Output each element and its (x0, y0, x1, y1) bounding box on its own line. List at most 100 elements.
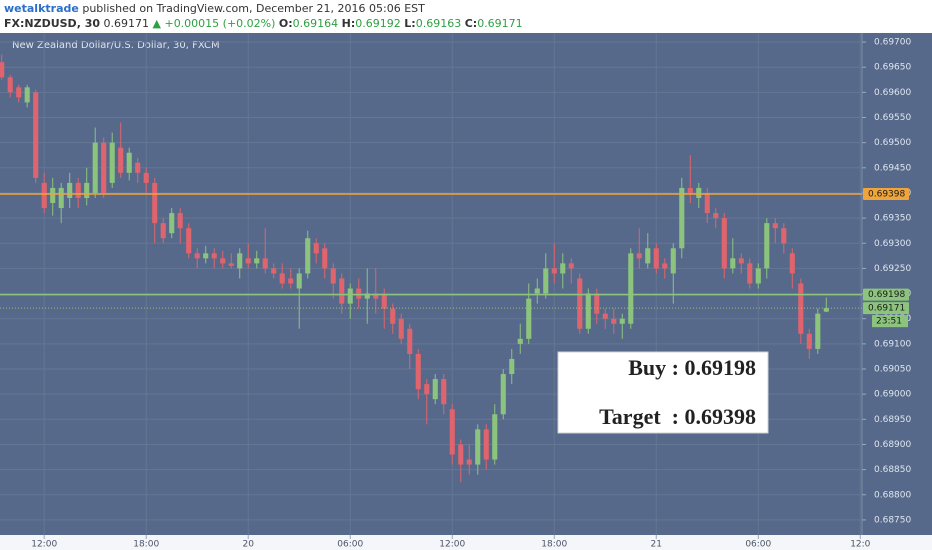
candle-body (517, 338, 523, 344)
y-tick-label: 0.69100 (874, 339, 911, 349)
candle-body (806, 333, 812, 349)
candle-body (551, 268, 557, 274)
candle-body (670, 248, 676, 274)
candle-body (177, 213, 183, 229)
candle-body (789, 253, 795, 274)
time-axis-background (0, 535, 932, 550)
candle-body (254, 258, 260, 264)
candle-body (636, 253, 642, 259)
candle-body (84, 182, 90, 198)
candle-body (143, 172, 149, 183)
y-tick-label: 0.68950 (874, 415, 911, 425)
y-tick-label: 0.68750 (874, 515, 911, 525)
price-label-box (863, 288, 909, 301)
candle-body (500, 374, 506, 415)
candle-body (721, 218, 727, 269)
plot-background (0, 33, 932, 535)
high: 0.69192 (355, 17, 401, 30)
candle-body (322, 248, 328, 269)
candle-body (577, 278, 583, 329)
low: 0.69163 (415, 17, 462, 30)
candle-body (509, 358, 515, 375)
price-label: 0.69171 (868, 304, 905, 314)
quote-line: FX:NZDUSD, 30 0.69171 ▲ +0.00015 (+0.02%… (4, 16, 928, 31)
candle-body (92, 142, 98, 193)
candle-body (288, 278, 294, 284)
candle-body (798, 283, 804, 334)
candle-body (449, 409, 455, 455)
y-tick-label: 0.69000 (874, 390, 911, 400)
y-tick-label: 0.69450 (874, 163, 911, 173)
candle-body (271, 268, 277, 274)
candle-body (628, 253, 634, 324)
h-label: H: (341, 17, 356, 30)
annotation: Target : 0.69398 (599, 404, 756, 429)
candle-body (262, 258, 268, 269)
countdown: 23:51 (876, 317, 902, 327)
candle-body (645, 248, 651, 264)
annotation-box (557, 351, 769, 434)
open: 0.69164 (292, 17, 339, 30)
candle-body (330, 268, 336, 284)
countdown-box (872, 315, 908, 328)
y-tick-label: 0.68800 (874, 490, 911, 500)
candle-body (58, 187, 64, 209)
candle-body (611, 318, 617, 324)
candle-body (415, 353, 421, 390)
x-tick-label: 06:00 (745, 540, 771, 550)
candle-body (534, 288, 540, 294)
candle-body (279, 273, 285, 284)
candle-body (169, 213, 175, 234)
symbol: FX:NZDUSD, 30 (4, 17, 101, 30)
candle-body (305, 238, 311, 274)
header: wetalktrade published on TradingView.com… (0, 0, 932, 33)
y-tick-label: 0.69700 (874, 38, 911, 48)
price-label: 0.69398 (868, 189, 905, 199)
candle-body (211, 253, 217, 259)
candle-body (704, 192, 710, 214)
candle-body (585, 293, 591, 329)
candle-body (432, 379, 438, 400)
candle-body (730, 258, 736, 269)
candle-body (228, 263, 234, 266)
candle-body (220, 258, 226, 264)
candle-body (126, 152, 132, 173)
candle-body (364, 293, 370, 299)
y-tick-label: 0.69500 (874, 138, 911, 148)
candle-body (815, 313, 821, 349)
user: wetalktrade (4, 2, 79, 15)
candle-body (194, 253, 200, 259)
candle-body (764, 223, 770, 269)
candle-body (458, 444, 464, 465)
candle-body (356, 288, 362, 299)
candle-body (398, 318, 404, 339)
candle-body (619, 318, 625, 324)
candle-body (407, 328, 413, 354)
c-label: C: (464, 17, 478, 30)
candle-body (373, 293, 379, 299)
change: ▲ +0.00015 (+0.02%) (152, 17, 276, 30)
candle-body (755, 268, 761, 284)
y-tick-label: 0.69350 (874, 214, 911, 224)
candle-body (781, 228, 787, 244)
o-label: O: (278, 17, 293, 30)
candle-body (687, 187, 693, 193)
y-tick-label: 0.69650 (874, 63, 911, 73)
candle-body (823, 308, 829, 312)
candle-body (594, 293, 600, 314)
candle-body (772, 223, 778, 229)
x-tick-label: 12:00 (439, 540, 465, 550)
y-tick-label: 0.69600 (874, 88, 911, 98)
close: 0.69171 (477, 17, 523, 30)
candle-body (245, 258, 251, 264)
price-label: 0.69198 (868, 290, 905, 300)
candle-body (33, 92, 39, 178)
publish-line: wetalktrade published on TradingView.com… (4, 1, 928, 16)
y-tick-label: 0.68850 (874, 465, 911, 475)
y-tick-label: 0.69300 (874, 239, 911, 249)
price-label-box (863, 302, 909, 315)
candle-body (466, 459, 472, 465)
candle-body (526, 298, 532, 339)
candle-body (339, 278, 345, 304)
candle-body (568, 263, 574, 269)
